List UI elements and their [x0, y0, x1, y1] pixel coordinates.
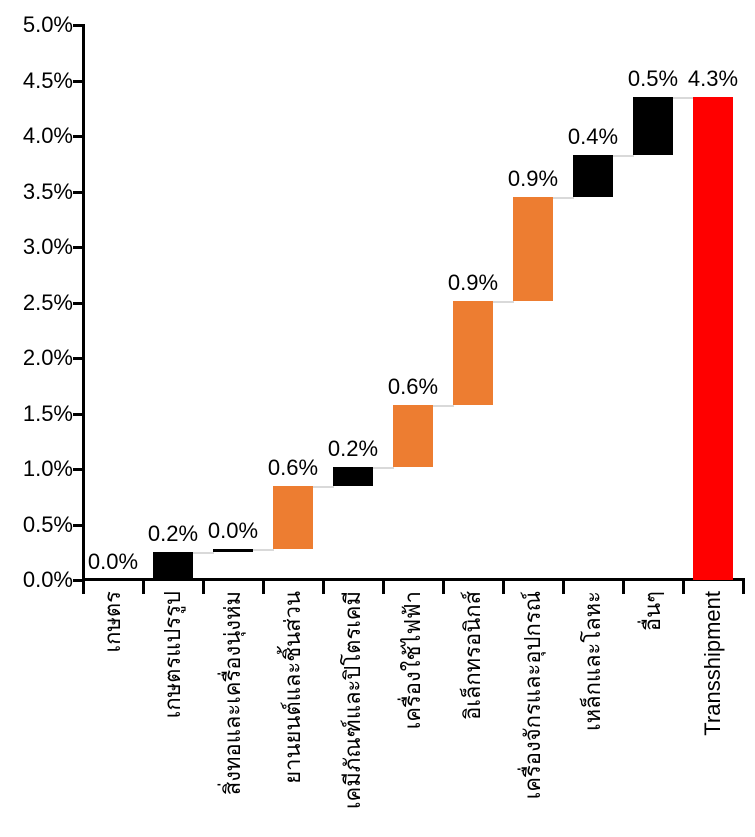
connector-line: [492, 301, 514, 304]
bar-segment-5: [333, 466, 373, 486]
category-label: Transshipment: [700, 591, 725, 736]
bar-transshipment: [693, 97, 733, 580]
value-label: 0.0%: [87, 549, 139, 574]
x-tick: [82, 581, 85, 594]
category-label: ยานยนต์และชิ้นส่วน: [280, 591, 305, 784]
y-tick-label: 2.0%: [22, 345, 73, 370]
y-tick: [73, 190, 82, 194]
connector-line: [252, 548, 274, 551]
value-label: 0.9%: [507, 166, 559, 192]
y-tick-label: 2.5%: [22, 289, 73, 315]
category-label: เกษตร: [100, 591, 125, 653]
x-tick: [262, 581, 265, 594]
category-label: อื่นๆ: [640, 591, 665, 632]
y-tick-label: 1.5%: [22, 400, 73, 426]
value-label: 0.2%: [327, 435, 379, 461]
x-tick: [142, 581, 145, 594]
value-label: 0.0%: [207, 517, 259, 543]
bar-segment-8: [513, 197, 553, 302]
y-axis-line: [82, 24, 85, 581]
category-label: เกษตรแปรรูป: [160, 591, 185, 719]
x-tick: [622, 581, 625, 594]
y-tick-label: 5.0%: [22, 12, 73, 37]
category-label: เครื่องใช้ไฟฟ้า: [400, 591, 425, 730]
y-tick-label: 3.5%: [22, 178, 73, 204]
y-tick: [73, 412, 82, 416]
y-tick: [73, 579, 82, 582]
x-tick: [382, 581, 385, 594]
x-tick: [742, 581, 745, 594]
x-tick: [442, 581, 445, 594]
value-label: 0.6%: [387, 373, 439, 399]
connector-line: [612, 154, 634, 157]
y-tick: [73, 523, 82, 527]
connector-line: [372, 466, 394, 469]
bar-segment-7: [453, 301, 493, 405]
y-tick-label: 3.0%: [22, 234, 73, 259]
y-tick-label: 4.0%: [22, 123, 73, 148]
y-tick: [73, 24, 82, 27]
value-label: 0.2%: [147, 521, 199, 547]
connector-line: [672, 97, 694, 100]
bar-segment-2: [153, 552, 193, 580]
value-label: 0.9%: [447, 270, 499, 296]
bar-segment-3: [213, 548, 253, 553]
x-tick: [502, 581, 505, 594]
x-tick: [202, 581, 205, 594]
value-label: 4.3%: [687, 66, 739, 92]
y-tick-label: 1.0%: [22, 456, 73, 481]
y-tick-label: 0.0%: [22, 567, 73, 592]
bar-segment-9: [573, 154, 613, 198]
bar-segment-10: [633, 97, 673, 155]
x-tick: [322, 581, 325, 594]
category-label: สิ่งทอและเครื่องนุ่งห่ม: [220, 591, 245, 796]
value-label: 0.6%: [267, 454, 319, 480]
x-axis-line: [82, 578, 745, 581]
bar-segment-6: [393, 404, 433, 467]
y-tick-label: 4.5%: [22, 67, 73, 93]
category-label: เหล็กและโลหะ: [580, 591, 605, 731]
category-label: อิเล็กทรอนิกส์: [460, 591, 485, 720]
x-tick: [562, 581, 565, 594]
value-label: 0.4%: [567, 123, 619, 149]
bar-segment-4: [273, 485, 313, 549]
category-label: เคมีภัณฑ์และปิโตรเคมี: [340, 591, 365, 810]
connector-line: [312, 485, 334, 488]
y-tick: [73, 468, 82, 471]
category-label: เครื่องจักรและอุปกรณ์: [520, 591, 545, 800]
connector-line: [432, 404, 454, 407]
value-label: 0.5%: [627, 66, 679, 92]
y-tick: [73, 135, 82, 138]
connector-line: [552, 197, 574, 200]
x-tick: [682, 581, 685, 594]
y-tick: [73, 357, 82, 360]
y-tick: [73, 246, 82, 249]
connector-line: [192, 552, 214, 555]
y-tick: [73, 301, 82, 305]
y-tick: [73, 79, 82, 83]
y-tick-label: 0.5%: [22, 511, 73, 537]
